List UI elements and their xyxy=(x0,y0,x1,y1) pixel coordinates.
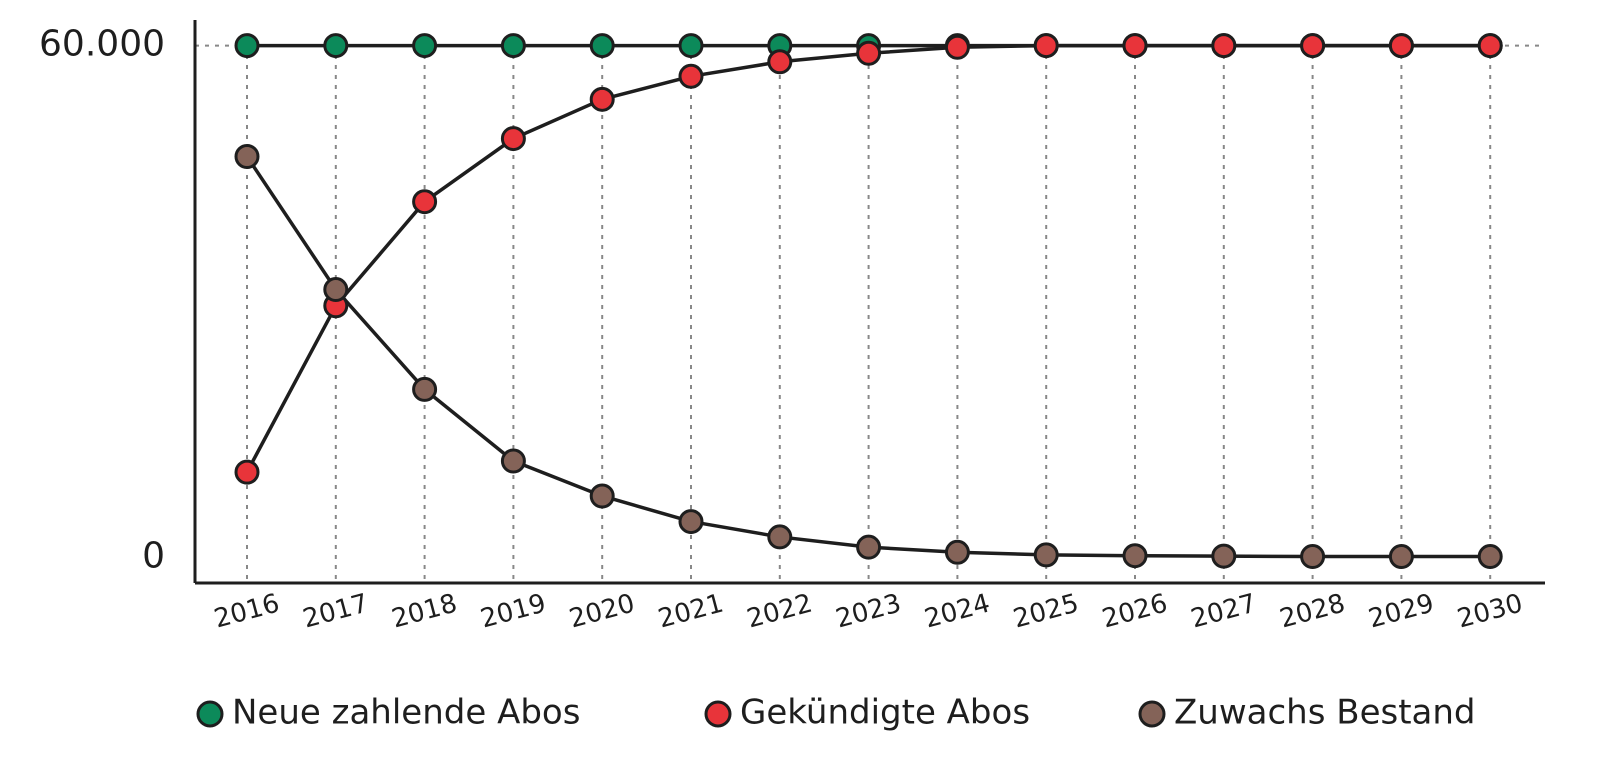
x-tick-label: 2030 xyxy=(1454,588,1526,634)
data-point xyxy=(1300,544,1326,570)
data-point xyxy=(1477,544,1503,570)
data-point xyxy=(234,143,260,169)
x-tick-label: 2021 xyxy=(655,588,727,634)
data-point xyxy=(1388,33,1414,59)
data-point xyxy=(1211,33,1237,59)
x-tick-label: 2024 xyxy=(921,588,993,634)
x-tick-label: 2020 xyxy=(566,588,638,634)
data-point xyxy=(234,33,260,59)
legend-item: Neue zahlende Abos xyxy=(196,693,580,733)
data-point xyxy=(678,33,704,59)
legend-item: Zuwachs Bestand xyxy=(1138,693,1476,733)
data-point xyxy=(500,448,526,474)
legend-label: Neue zahlende Abos xyxy=(232,693,580,733)
data-point xyxy=(1033,542,1059,568)
data-point xyxy=(589,33,615,59)
data-point xyxy=(856,534,882,560)
data-point xyxy=(1300,33,1326,59)
data-point xyxy=(412,189,438,215)
data-point xyxy=(767,524,793,550)
data-point xyxy=(412,33,438,59)
y-tick-label: 0 xyxy=(142,535,165,576)
data-point xyxy=(323,277,349,303)
data-point xyxy=(500,33,526,59)
data-point xyxy=(767,49,793,75)
data-point xyxy=(323,33,349,59)
data-point xyxy=(944,539,970,565)
x-tick-label: 2022 xyxy=(744,588,816,634)
data-point xyxy=(589,483,615,509)
data-point xyxy=(412,376,438,402)
x-tick-label: 2026 xyxy=(1099,588,1171,634)
legend-swatch xyxy=(1138,700,1166,728)
legend-label: Zuwachs Bestand xyxy=(1174,693,1476,733)
data-point xyxy=(1477,33,1503,59)
x-tick-label: 2027 xyxy=(1188,588,1260,634)
data-point xyxy=(589,86,615,112)
data-point xyxy=(856,40,882,66)
data-point xyxy=(1211,543,1237,569)
x-tick-label: 2023 xyxy=(833,588,905,634)
data-point xyxy=(678,63,704,89)
x-tick-label: 2028 xyxy=(1277,588,1349,634)
data-point xyxy=(678,509,704,535)
x-tick-label: 2016 xyxy=(211,588,283,634)
data-point xyxy=(1388,544,1414,570)
legend-swatch xyxy=(704,700,732,728)
x-tick-label: 2017 xyxy=(300,588,372,634)
y-tick-label: 60.000 xyxy=(39,24,165,65)
x-tick-label: 2018 xyxy=(389,588,461,634)
data-point xyxy=(1122,33,1148,59)
legend-item: Gekündigte Abos xyxy=(704,693,1030,733)
x-tick-label: 2025 xyxy=(1010,588,1082,634)
legend-label: Gekündigte Abos xyxy=(740,693,1030,733)
x-tick-label: 2019 xyxy=(477,588,549,634)
legend-swatch xyxy=(196,700,224,728)
x-tick-label: 2029 xyxy=(1365,588,1437,634)
data-point xyxy=(234,459,260,485)
data-point xyxy=(944,34,970,60)
data-point xyxy=(500,126,526,152)
data-point xyxy=(1033,33,1059,59)
data-point xyxy=(1122,543,1148,569)
